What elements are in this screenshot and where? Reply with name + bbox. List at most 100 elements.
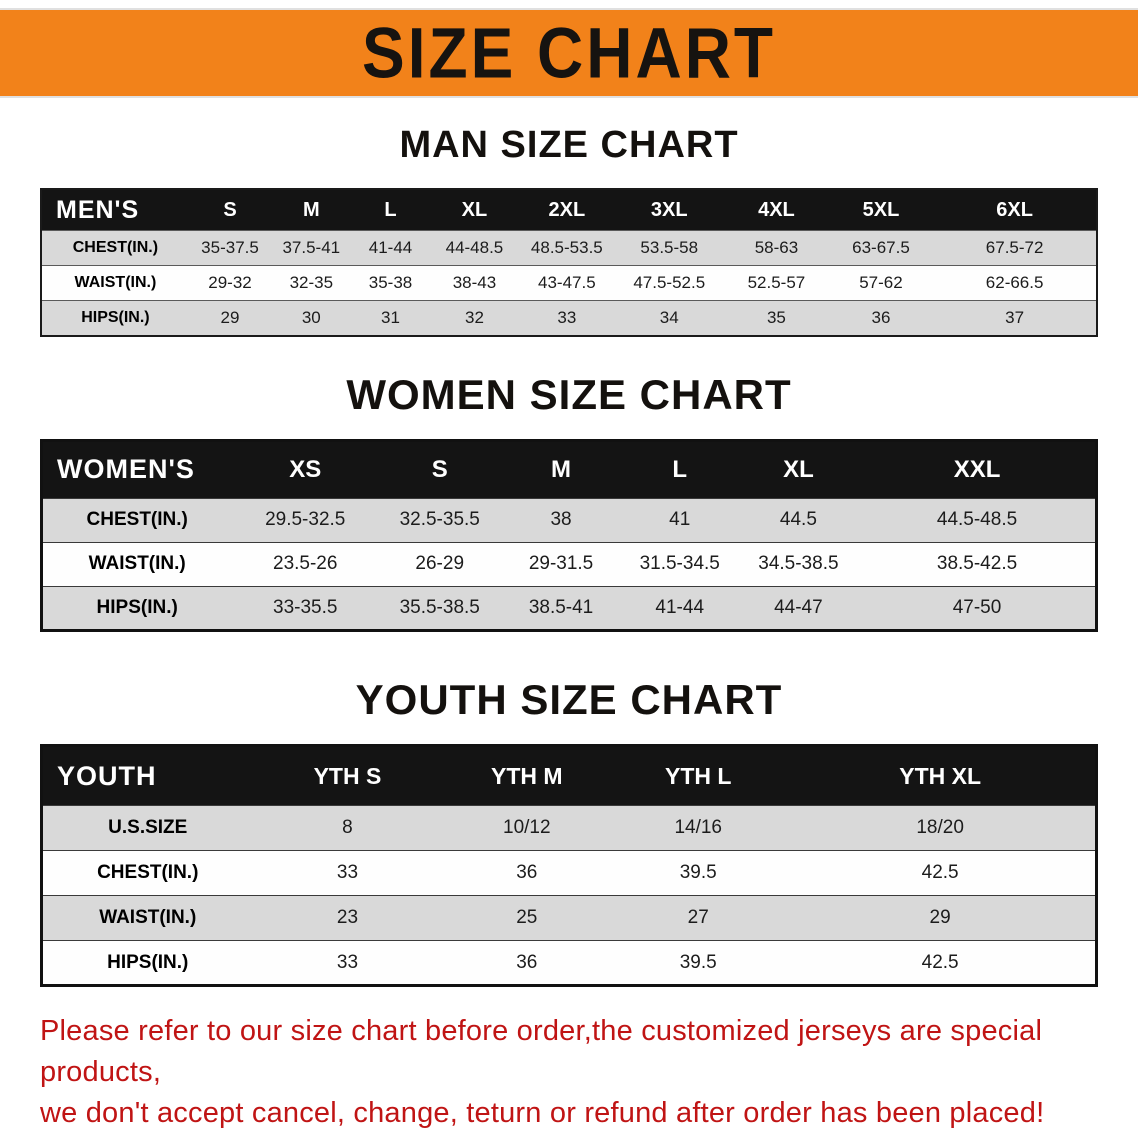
men-header-row: MEN'S S M L XL 2XL 3XL 4XL 5XL 6XL xyxy=(41,188,1097,231)
youth-section-heading: YOUTH SIZE CHART xyxy=(355,675,783,723)
column-header: 3XL xyxy=(614,188,725,231)
size-value: 18/20 xyxy=(785,805,1097,851)
column-header: XS xyxy=(231,440,380,499)
row-label: WAIST(IN.) xyxy=(41,895,253,941)
size-value: 35-38 xyxy=(351,265,430,301)
size-value: 33 xyxy=(519,300,615,336)
table-row: CHEST(IN.) 35-37.5 37.5-41 41-44 44-48.5… xyxy=(41,230,1097,266)
table-row: HIPS(IN.) 33 36 39.5 42.5 xyxy=(41,940,1097,986)
size-value: 36 xyxy=(828,300,934,336)
size-chart-banner: SIZE CHART xyxy=(0,8,1138,98)
size-value: 39.5 xyxy=(611,850,786,896)
size-value: 43-47.5 xyxy=(519,265,615,301)
table-row: CHEST(IN.) 33 36 39.5 42.5 xyxy=(41,850,1097,896)
women-header-row: WOMEN'S XS S M L XL XXL xyxy=(41,440,1097,499)
size-value: 36 xyxy=(442,940,612,986)
disclaimer-line-2: we don't accept cancel, change, teturn o… xyxy=(40,1097,1045,1130)
column-header: YOUTH xyxy=(41,745,253,806)
table-row: WAIST(IN.) 29-32 32-35 35-38 38-43 43-47… xyxy=(41,265,1097,301)
column-header: M xyxy=(271,188,352,231)
size-value: 35 xyxy=(724,300,829,336)
size-value: 67.5-72 xyxy=(933,230,1097,266)
table-row: CHEST(IN.) 29.5-32.5 32.5-35.5 38 41 44.… xyxy=(41,497,1097,543)
column-header: YTH S xyxy=(252,745,443,806)
size-value: 31 xyxy=(351,300,430,336)
size-value: 35-37.5 xyxy=(188,230,272,266)
size-value: 41-44 xyxy=(351,230,430,266)
women-size-table: WOMEN'S XS S M L XL XXL CHEST(IN.) 29.5-… xyxy=(40,438,1098,632)
size-value: 25 xyxy=(442,895,612,941)
column-header: MEN'S xyxy=(41,188,189,231)
size-value: 52.5-57 xyxy=(724,265,829,301)
size-value: 44.5 xyxy=(737,497,860,543)
column-header: YTH XL xyxy=(785,745,1097,806)
women-section-heading: WOMEN SIZE CHART xyxy=(346,370,792,418)
size-value: 35.5-38.5 xyxy=(379,585,501,631)
size-value: 10/12 xyxy=(442,805,612,851)
size-value: 8 xyxy=(252,805,443,851)
size-value: 39.5 xyxy=(611,940,786,986)
size-value: 29 xyxy=(188,300,272,336)
men-section-heading: MAN SIZE CHART xyxy=(399,124,739,166)
column-header: L xyxy=(351,188,430,231)
size-value: 41 xyxy=(621,497,738,543)
column-header: 2XL xyxy=(519,188,615,231)
column-header: 6XL xyxy=(933,188,1097,231)
youth-size-table: YOUTH YTH S YTH M YTH L YTH XL U.S.SIZE … xyxy=(40,744,1098,988)
size-value: 38.5-41 xyxy=(500,585,622,631)
size-value: 44-48.5 xyxy=(429,230,520,266)
size-value: 14/16 xyxy=(611,805,786,851)
column-header: XL xyxy=(737,440,860,499)
size-value: 62-66.5 xyxy=(933,265,1097,301)
size-value: 34.5-38.5 xyxy=(737,541,860,587)
size-value: 29-32 xyxy=(188,265,272,301)
table-row: HIPS(IN.) 33-35.5 35.5-38.5 38.5-41 41-4… xyxy=(41,585,1097,631)
size-value: 44.5-48.5 xyxy=(859,497,1097,543)
row-label: CHEST(IN.) xyxy=(41,850,253,896)
size-value: 58-63 xyxy=(724,230,829,266)
size-value: 32.5-35.5 xyxy=(379,497,501,543)
size-value: 48.5-53.5 xyxy=(519,230,615,266)
table-row: WAIST(IN.) 23 25 27 29 xyxy=(41,895,1097,941)
column-header: 4XL xyxy=(724,188,829,231)
size-value: 31.5-34.5 xyxy=(621,541,738,587)
youth-header-row: YOUTH YTH S YTH M YTH L YTH XL xyxy=(41,745,1097,806)
size-value: 34 xyxy=(614,300,725,336)
row-label: CHEST(IN.) xyxy=(41,497,232,543)
size-value: 30 xyxy=(271,300,352,336)
size-value: 47.5-52.5 xyxy=(614,265,725,301)
size-value: 63-67.5 xyxy=(828,230,934,266)
size-value: 29.5-32.5 xyxy=(231,497,380,543)
size-value: 37.5-41 xyxy=(271,230,352,266)
size-value: 44-47 xyxy=(737,585,860,631)
column-header: XL xyxy=(429,188,520,231)
size-value: 32 xyxy=(429,300,520,336)
table-row: HIPS(IN.) 29 30 31 32 33 34 35 36 37 xyxy=(41,300,1097,336)
disclaimer-line-1: Please refer to our size chart before or… xyxy=(40,1015,1043,1089)
column-header: YTH M xyxy=(442,745,612,806)
size-value: 38.5-42.5 xyxy=(859,541,1097,587)
size-value: 53.5-58 xyxy=(614,230,725,266)
size-value: 23 xyxy=(252,895,443,941)
column-header: WOMEN'S xyxy=(41,440,232,499)
men-size-table: MEN'S S M L XL 2XL 3XL 4XL 5XL 6XL CHEST… xyxy=(40,187,1098,337)
size-value: 38-43 xyxy=(429,265,520,301)
column-header: 5XL xyxy=(828,188,934,231)
column-header: M xyxy=(500,440,622,499)
column-header: S xyxy=(188,188,272,231)
size-value: 42.5 xyxy=(785,850,1097,896)
size-value: 27 xyxy=(611,895,786,941)
size-value: 33-35.5 xyxy=(231,585,380,631)
size-value: 33 xyxy=(252,850,443,896)
size-value: 38 xyxy=(500,497,622,543)
page-title: SIZE CHART xyxy=(362,12,776,94)
size-value: 36 xyxy=(442,850,612,896)
size-value: 26-29 xyxy=(379,541,501,587)
size-value: 32-35 xyxy=(271,265,352,301)
disclaimer-text: Please refer to our size chart before or… xyxy=(40,1011,1108,1132)
row-label: CHEST(IN.) xyxy=(41,230,189,266)
row-label: HIPS(IN.) xyxy=(41,300,189,336)
row-label: WAIST(IN.) xyxy=(41,541,232,587)
size-value: 47-50 xyxy=(859,585,1097,631)
size-value: 29 xyxy=(785,895,1097,941)
